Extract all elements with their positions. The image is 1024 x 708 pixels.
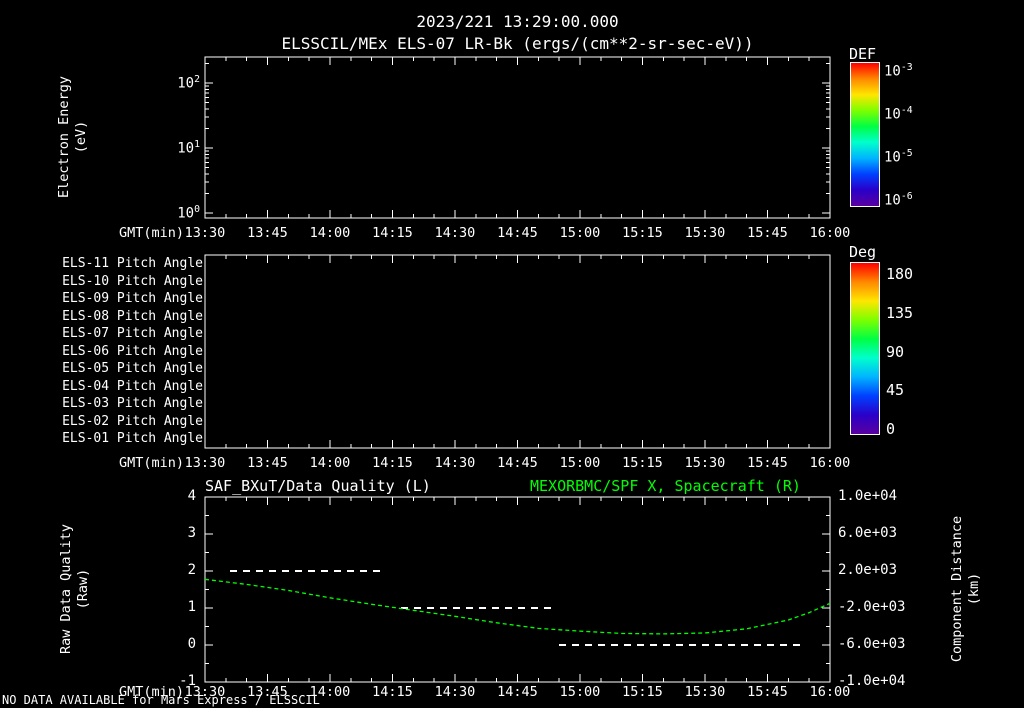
x-tick-label: 15:15	[622, 455, 663, 471]
quality-right-tick-label: 1.0e+04	[838, 488, 898, 504]
quality-title-left: SAF_BXuT/Data Quality (L)	[205, 477, 431, 495]
deg-colorbar-tick-label: 135	[886, 303, 914, 322]
energy-y-axis-label-line1: Electron Energy	[56, 76, 72, 198]
pitch-row-label: ELS-07 Pitch Angle	[62, 326, 203, 341]
x-tick-label: 15:45	[747, 455, 788, 471]
x-tick-label: 13:45	[247, 225, 288, 241]
energy-y-tick-label: 102	[177, 74, 200, 92]
deg-colorbar-tick-label: 90	[886, 342, 905, 361]
x-tick-label: 14:45	[497, 684, 538, 700]
x-tick-label: 14:15	[372, 455, 413, 471]
x-tick-label: 15:45	[747, 684, 788, 700]
quality-right-tick-label: -1.0e+04	[838, 673, 906, 689]
def-colorbar-title: DEF	[849, 45, 877, 63]
quality-title-right: MEXORBMC/SPF X, Spacecraft (R)	[530, 477, 801, 495]
quality-left-tick-label: -1	[179, 673, 196, 689]
deg-colorbar-tick-label: 45	[886, 381, 905, 400]
x-tick-label: 15:30	[684, 455, 726, 471]
gmt-label-quality: GMT(min)	[118, 684, 184, 700]
gmt-label-energy: GMT(min)	[118, 225, 184, 241]
spacecraft-x-distance-curve	[204, 578, 831, 635]
def-colorbar-tick-label: 10-5	[884, 148, 913, 166]
x-tick-label: 15:15	[622, 225, 663, 241]
quality-y-axis-ticks	[205, 496, 830, 683]
x-tick-label: 16:00	[809, 225, 851, 241]
x-tick-label: 15:30	[684, 225, 726, 241]
quality-left-tick-label: 0	[187, 636, 196, 652]
def-colorbar-tick-label: 10-6	[884, 191, 913, 209]
x-tick-label: 16:00	[809, 455, 851, 471]
x-tick-label: 15:45	[747, 225, 788, 241]
x-tick-label: 14:00	[309, 455, 351, 471]
quality-left-axis-label-line1: Raw Data Quality	[58, 523, 74, 655]
x-tick-label: 14:45	[497, 225, 538, 241]
deg-colorbar-tick-label: 180	[886, 265, 914, 283]
pitch-row-label: ELS-03 Pitch Angle	[62, 396, 203, 411]
plot-title: ELSSCIL/MEx ELS-07 LR-Bk (ergs/(cm**2-sr…	[281, 34, 754, 53]
x-tick-label: 14:45	[497, 455, 538, 471]
def-colorbar-tick-label: 10-3	[884, 62, 913, 80]
quality-right-axis-label: Component Distance (km)	[949, 469, 983, 708]
x-tick-label: 14:15	[372, 225, 413, 241]
pitch-row-label: ELS-06 Pitch Angle	[62, 343, 203, 359]
quality-right-tick-label: -2.0e+03	[838, 599, 906, 615]
quality-left-axis-label-line2: (Raw)	[75, 568, 91, 610]
def-colorbar-tick-label: 10-4	[884, 105, 913, 123]
pitch-row-label: ELS-04 Pitch Angle	[62, 378, 203, 394]
pitch-row-label: ELS-10 Pitch Angle	[62, 273, 203, 289]
panel-frames	[204, 56, 831, 683]
def-colorbar	[850, 62, 880, 207]
x-axis-ticks	[204, 57, 831, 682]
x-tick-label: 14:15	[372, 684, 413, 700]
deg-colorbar-title: Deg	[849, 243, 877, 261]
quality-right-tick-label: 2.0e+03	[838, 562, 898, 578]
gmt-label-pitch: GMT(min)	[118, 455, 184, 471]
timestamp-title: 2023/221 13:29:00.000	[416, 12, 619, 31]
pitch-row-label: ELS-11 Pitch Angle	[62, 256, 203, 271]
quality-left-tick-label: 1	[187, 599, 196, 615]
x-tick-label: 15:00	[559, 455, 601, 471]
energy-y-axis-ticks	[205, 62, 830, 214]
x-tick-label: 15:30	[684, 684, 726, 700]
x-tick-label: 13:45	[247, 455, 288, 471]
quality-left-axis-label: Raw Data Quality (Raw)	[58, 469, 92, 708]
energy-y-tick-label: 101	[177, 139, 200, 157]
energy-y-tick-label: 100	[177, 204, 200, 222]
quality-left-tick-label: 2	[187, 562, 196, 578]
pitch-row-label: ELS-01 Pitch Angle	[62, 431, 203, 446]
x-tick-label: 14:30	[434, 684, 476, 700]
energy-y-axis-label-line2: (eV)	[73, 120, 89, 154]
deg-colorbar	[850, 262, 880, 435]
x-tick-label: 14:00	[309, 225, 351, 241]
data-quality-series	[230, 570, 801, 646]
quality-left-tick-label: 4	[187, 488, 196, 504]
deg-colorbar-tick-label: 0	[886, 420, 896, 438]
quality-left-tick-label: 3	[187, 525, 196, 541]
quality-right-axis-label-line1: Component Distance	[949, 515, 965, 663]
x-tick-label: 13:30	[184, 455, 226, 471]
x-tick-label: 13:45	[247, 684, 288, 700]
x-tick-label: 15:15	[622, 684, 663, 700]
x-tick-label: 14:30	[434, 225, 476, 241]
quality-right-axis-label-line2: (km)	[966, 572, 982, 606]
x-tick-label: 15:00	[559, 684, 601, 700]
pitch-row-label: ELS-08 Pitch Angle	[62, 308, 203, 324]
quality-right-tick-label: -6.0e+03	[838, 636, 906, 652]
pitch-row-label: ELS-09 Pitch Angle	[62, 291, 203, 306]
x-tick-label: 13:30	[184, 225, 226, 241]
x-tick-label: 14:00	[309, 684, 351, 700]
quality-right-tick-label: 6.0e+03	[838, 525, 898, 541]
status-message: NO DATA AVAILABLE for Mars Express / ELS…	[2, 693, 320, 708]
x-tick-label: 13:30	[184, 684, 226, 700]
pitch-row-label: ELS-02 Pitch Angle	[62, 413, 203, 429]
energy-y-axis-label: Electron Energy (eV)	[56, 17, 90, 257]
x-tick-label: 16:00	[809, 684, 851, 700]
spacecraft-x-distance-series	[204, 578, 831, 635]
x-tick-label: 14:30	[434, 455, 476, 471]
x-tick-label: 15:00	[559, 225, 601, 241]
pitch-row-label: ELS-05 Pitch Angle	[62, 361, 203, 376]
